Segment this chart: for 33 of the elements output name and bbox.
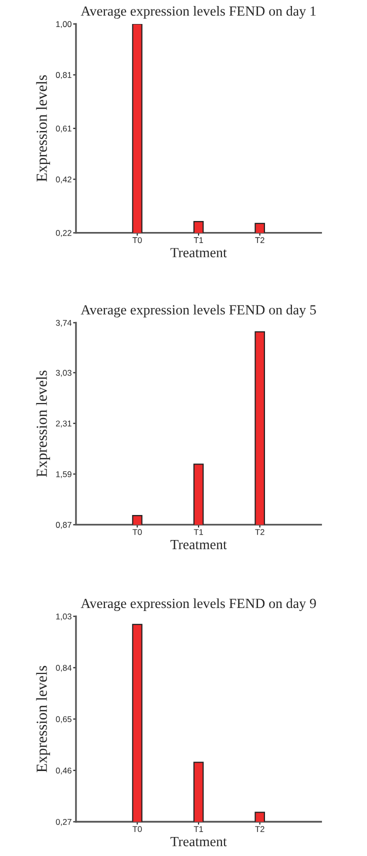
y-tick-label: 0,87 [56, 522, 72, 529]
y-tick-label: 0,42 [56, 176, 72, 184]
x-tick-label: T2 [255, 529, 264, 535]
y-tick-label: 2,31 [56, 420, 72, 428]
x-tick-label: T0 [132, 237, 142, 244]
y-tick-label: 0,65 [56, 716, 72, 724]
y-tick-label: 0,27 [56, 818, 72, 826]
y-tick-label: 3,74 [56, 320, 72, 327]
x-tick-label: T2 [255, 826, 264, 832]
y-tick-label: 0,22 [56, 230, 72, 237]
y-axis-title: Expression levels [36, 666, 50, 772]
x-tick-label: T0 [132, 826, 142, 832]
y-tick-label: 1,03 [56, 614, 72, 620]
chart-title: Average expression levels FEND on day 1 [80, 6, 316, 19]
y-tick-label: 0,46 [56, 768, 72, 774]
x-tick-label: T1 [194, 826, 204, 832]
y-tick-label: 0,61 [56, 126, 72, 132]
y-axis-title: Expression levels [36, 75, 50, 182]
x-tick-label: T0 [132, 529, 142, 536]
x-tick-label: T1 [194, 237, 204, 244]
y-tick-label: 0,84 [56, 664, 72, 672]
chart-title: Average expression levels FEND on day 9 [80, 598, 316, 611]
x-axis-title: Treatment [170, 540, 227, 550]
y-tick-label: 3,03 [56, 370, 72, 377]
y-tick-label: 1,00 [56, 21, 72, 28]
chart-title: Average expression levels FEND on day 5 [80, 304, 316, 318]
x-axis-title: Treatment [170, 248, 227, 258]
x-tick-label: T2 [255, 237, 264, 244]
x-tick-label: T1 [194, 529, 204, 535]
y-tick-label: 0,81 [56, 72, 72, 79]
y-tick-label: 1,59 [56, 471, 72, 478]
y-axis-title: Expression levels [36, 370, 50, 477]
x-axis-title: Treatment [170, 837, 227, 846]
